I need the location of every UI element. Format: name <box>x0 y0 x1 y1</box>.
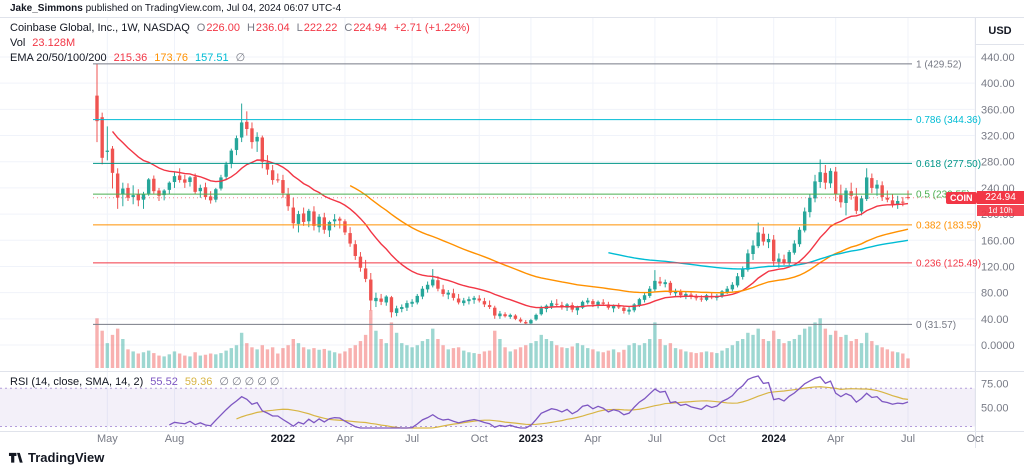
svg-text:440.00: 440.00 <box>981 52 1015 64</box>
svg-text:Oct: Oct <box>967 433 984 445</box>
rsi-ma-value: 59.36 <box>184 376 213 388</box>
ohlc-close: C224.94 <box>344 22 387 34</box>
svg-text:May: May <box>97 433 118 445</box>
ema100-value: 157.51 <box>194 52 229 64</box>
svg-text:2022: 2022 <box>271 433 295 445</box>
ema-label[interactable]: EMA 20/50/100/200 <box>10 52 107 64</box>
symbol-legend-row: Coinbase Global, Inc., 1W, NASDAQ O226.0… <box>10 21 470 36</box>
svg-text:Jul: Jul <box>901 433 915 445</box>
tradingview-logo-icon <box>8 452 23 463</box>
svg-text:40.00: 40.00 <box>981 314 1009 326</box>
symbol-title[interactable]: Coinbase Global, Inc., 1W, NASDAQ <box>10 22 190 34</box>
svg-text:75.00: 75.00 <box>981 379 1009 391</box>
publish-text: published on TradingView.com, Jul 04, 20… <box>82 3 342 14</box>
volume-value: 23.128M <box>32 37 76 49</box>
currency-selector[interactable]: USD <box>976 18 1024 45</box>
svg-text:280.00: 280.00 <box>981 157 1015 169</box>
ema-legend-row: EMA 20/50/100/200 215.36 173.76 157.51 ∅ <box>10 51 470 66</box>
volume-bars <box>95 310 910 368</box>
svg-text:Jul: Jul <box>648 433 662 445</box>
svg-text:0.5 (230.55): 0.5 (230.55) <box>916 190 970 201</box>
svg-text:Apr: Apr <box>336 433 353 445</box>
svg-text:400.00: 400.00 <box>981 78 1015 90</box>
ema200-disabled-value: ∅ <box>235 52 246 64</box>
ohlc-low: L222.22 <box>296 22 338 34</box>
ema-lines <box>111 131 909 309</box>
fib-retracement-lines[interactable] <box>93 63 975 325</box>
svg-text:0.382 (183.59): 0.382 (183.59) <box>916 220 981 231</box>
ohlc-open: O226.00 <box>196 22 240 34</box>
svg-text:Jul: Jul <box>405 433 419 445</box>
rsi-legend-row: RSI (14, close, SMA, 14, 2) 55.52 59.36 … <box>10 375 279 390</box>
svg-text:0.236 (125.49): 0.236 (125.49) <box>916 258 981 269</box>
symbol-price-flag[interactable]: COIN <box>946 192 977 204</box>
svg-text:0.0000: 0.0000 <box>981 340 1015 352</box>
svg-text:160.00: 160.00 <box>981 235 1015 247</box>
rsi-label[interactable]: RSI (14, close, SMA, 14, 2) <box>10 376 144 388</box>
bar-countdown: 1d 10h <box>977 205 1024 216</box>
rsi-disabled-values: ∅ ∅ ∅ ∅ ∅ <box>219 376 280 388</box>
svg-text:Apr: Apr <box>584 433 601 445</box>
svg-text:1 (429.52): 1 (429.52) <box>916 59 962 70</box>
rsi-value: 55.52 <box>150 376 178 388</box>
ema50-value: 173.76 <box>154 52 188 64</box>
svg-text:50.00: 50.00 <box>981 402 1009 414</box>
volume-label[interactable]: Vol <box>10 37 26 49</box>
svg-text:Oct: Oct <box>471 433 488 445</box>
svg-text:360.00: 360.00 <box>981 104 1015 116</box>
publish-author-link[interactable]: Jake_Simmons <box>10 3 83 14</box>
candlesticks <box>95 63 910 325</box>
publish-attribution: Jake_Simmons published on TradingView.co… <box>10 3 341 14</box>
svg-text:0 (31.57): 0 (31.57) <box>916 320 956 331</box>
svg-text:Apr: Apr <box>827 433 844 445</box>
volume-legend-row: Vol 23.128M <box>10 36 470 51</box>
ohlc-high: H236.04 <box>246 22 290 34</box>
chart-legend: Coinbase Global, Inc., 1W, NASDAQ O226.0… <box>10 21 470 66</box>
last-price-label[interactable]: 224.94 <box>977 191 1024 204</box>
svg-text:2024: 2024 <box>761 433 786 445</box>
rsi-pane <box>0 375 975 429</box>
rsi-legend: RSI (14, close, SMA, 14, 2) 55.52 59.36 … <box>10 375 279 390</box>
axis-labels: 440.00400.00360.00320.00280.00240.00200.… <box>97 52 1015 445</box>
svg-text:80.00: 80.00 <box>981 288 1009 300</box>
ema20-value: 215.36 <box>113 52 148 64</box>
svg-text:2023: 2023 <box>519 433 543 445</box>
pane-separators[interactable] <box>0 17 1024 449</box>
svg-text:0.786 (344.36): 0.786 (344.36) <box>916 115 981 126</box>
svg-text:Aug: Aug <box>165 433 185 445</box>
svg-text:120.00: 120.00 <box>981 261 1015 273</box>
svg-text:320.00: 320.00 <box>981 131 1015 143</box>
currency-label: USD <box>988 25 1012 37</box>
svg-text:0.618 (277.50): 0.618 (277.50) <box>916 159 981 170</box>
tradingview-logo[interactable]: TradingView <box>8 450 104 465</box>
tradingview-logo-text: TradingView <box>28 450 105 465</box>
price-change: +2.71 (+1.22%) <box>393 22 470 34</box>
svg-text:Oct: Oct <box>708 433 725 445</box>
